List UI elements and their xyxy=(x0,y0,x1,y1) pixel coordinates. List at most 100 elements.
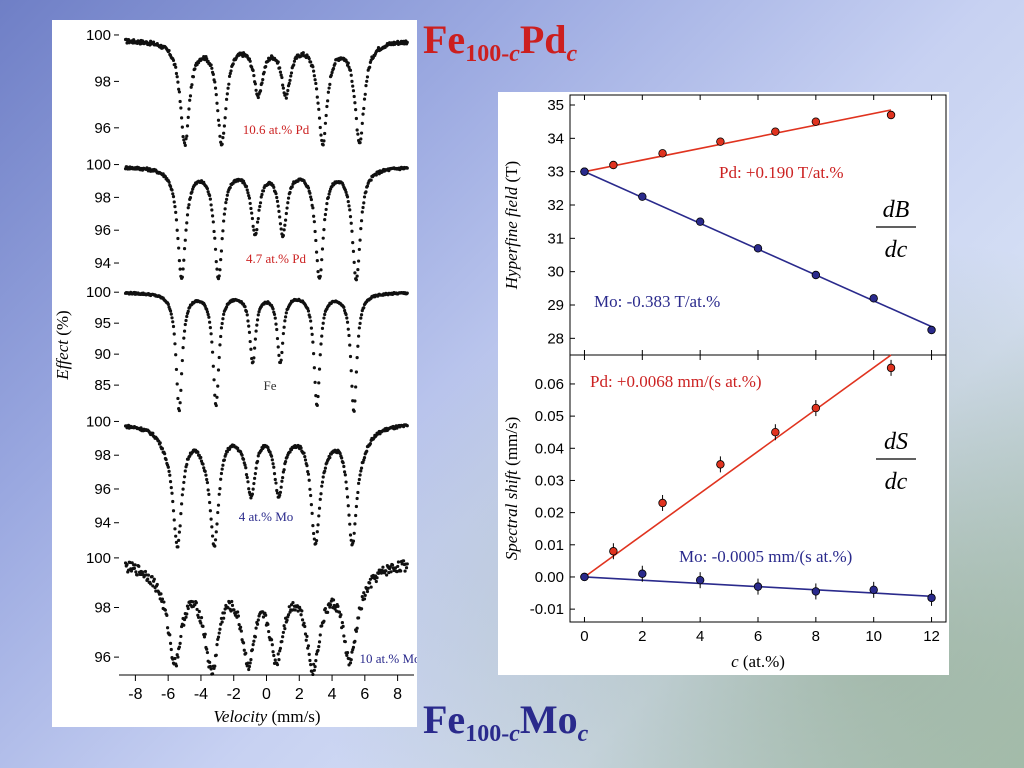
spectrum-point xyxy=(405,424,409,428)
spectrum-point xyxy=(215,643,219,647)
spectrum-point xyxy=(177,530,181,534)
spectrum-point xyxy=(172,200,176,204)
spectrum-point xyxy=(359,466,364,470)
spectrum-point xyxy=(248,201,252,206)
spectrum-point xyxy=(174,540,179,544)
spectrum-point xyxy=(163,608,167,612)
spectrum-label: 10.6 at.% Pd xyxy=(243,122,310,137)
spectrum-point xyxy=(181,134,185,139)
spectrum-point xyxy=(303,455,307,459)
spectrum-point xyxy=(264,613,268,617)
spectrum-point xyxy=(210,350,215,354)
spectrum-point xyxy=(352,260,356,264)
spectrum-point xyxy=(260,81,264,85)
spectrum-y-tick-label: 90 xyxy=(94,346,111,363)
effect-axis-label-var: Effect xyxy=(53,336,72,381)
spectrum-point xyxy=(171,192,175,196)
spectrum-point xyxy=(276,652,280,656)
spectrum-point xyxy=(351,240,355,245)
spectrum-point xyxy=(250,492,255,496)
spectrum-point xyxy=(175,382,179,386)
spectrum-y-tick-label: 85 xyxy=(94,377,111,394)
spectrum-point xyxy=(321,236,325,240)
spectrum-point xyxy=(205,477,209,482)
spectrum-point xyxy=(182,329,187,333)
spectrum-point xyxy=(302,451,306,455)
data-point-pd xyxy=(886,110,896,120)
spectrum-point xyxy=(252,481,256,486)
spectrum-point xyxy=(215,395,219,399)
spectrum-point xyxy=(182,623,186,627)
spectrum-point xyxy=(270,643,274,647)
spectrum-point xyxy=(245,188,249,192)
spectrum-point xyxy=(225,92,229,96)
spectrum-point xyxy=(252,228,256,232)
x-tick-label: 6 xyxy=(754,628,762,645)
spectrum-point xyxy=(295,56,299,60)
spectrum-point xyxy=(167,48,171,53)
spectrum-point xyxy=(316,394,320,399)
data-point-mo xyxy=(695,217,705,226)
spectrum-point xyxy=(218,487,222,491)
spectrum-point xyxy=(319,133,323,137)
spectrum-point xyxy=(278,222,283,226)
spectrum-point xyxy=(186,115,190,119)
spectrum-point xyxy=(313,380,317,384)
spectrum-point xyxy=(403,569,407,573)
spectrum-point xyxy=(362,458,366,462)
axis-label-var: Spectral shift xyxy=(502,466,521,560)
spectrum-point xyxy=(255,622,260,626)
spectrum-point xyxy=(179,106,183,110)
spectrum-point xyxy=(314,652,319,656)
y-tick-label: -0.01 xyxy=(530,601,564,618)
fit-line-pd xyxy=(583,354,892,578)
spectrum-point xyxy=(318,633,322,637)
spectrum-point xyxy=(374,173,378,177)
spectrum-point xyxy=(176,655,180,659)
spectrum-point xyxy=(220,142,224,146)
spectrum-point xyxy=(275,195,279,200)
spectrum-point xyxy=(250,211,254,215)
spectrum-point xyxy=(207,492,211,496)
spectrum-point xyxy=(359,607,364,611)
spectrum-point xyxy=(270,458,274,462)
spectrum-point xyxy=(280,479,284,483)
spectrum-point xyxy=(227,82,231,86)
spectrum-point xyxy=(328,82,332,87)
spectrum-point xyxy=(353,639,357,643)
spectrum-point xyxy=(224,197,229,201)
spectrum-point xyxy=(224,97,229,101)
spectrum-point xyxy=(177,259,181,263)
spectrum-point xyxy=(267,629,271,634)
spectrum-point xyxy=(337,610,342,614)
spectrum-point xyxy=(184,137,188,141)
spectrum-point xyxy=(208,326,212,330)
spectrum-point xyxy=(307,57,311,61)
spectrum-point xyxy=(216,368,221,372)
spectrum-point xyxy=(319,268,323,272)
spectrum-point xyxy=(342,464,346,469)
spectrum-point xyxy=(168,480,173,484)
y-tick-label: 0.05 xyxy=(535,408,564,425)
data-point-pd xyxy=(811,403,821,413)
spectrum-point xyxy=(314,81,318,86)
data-point-mo xyxy=(869,294,878,303)
spectrum-point xyxy=(283,460,288,464)
spectrum-point xyxy=(261,615,266,619)
spectrum-point xyxy=(199,615,204,620)
spectrum-point xyxy=(250,216,255,221)
spectrum-point xyxy=(276,345,280,349)
spectrum-point xyxy=(359,131,364,135)
spectrum-point xyxy=(286,613,291,617)
spectrum-point xyxy=(167,469,171,473)
spectrum-point xyxy=(306,644,311,648)
spectrum-point xyxy=(307,478,311,482)
spectrum-point xyxy=(172,518,176,522)
spectrum-point xyxy=(218,268,222,272)
spectrum-point xyxy=(388,565,392,569)
spectrum-point xyxy=(375,576,379,580)
spectrum-point xyxy=(196,615,201,620)
spectrum-point xyxy=(133,563,137,567)
spectrum-point xyxy=(194,601,198,605)
spectrum-point xyxy=(214,93,218,97)
